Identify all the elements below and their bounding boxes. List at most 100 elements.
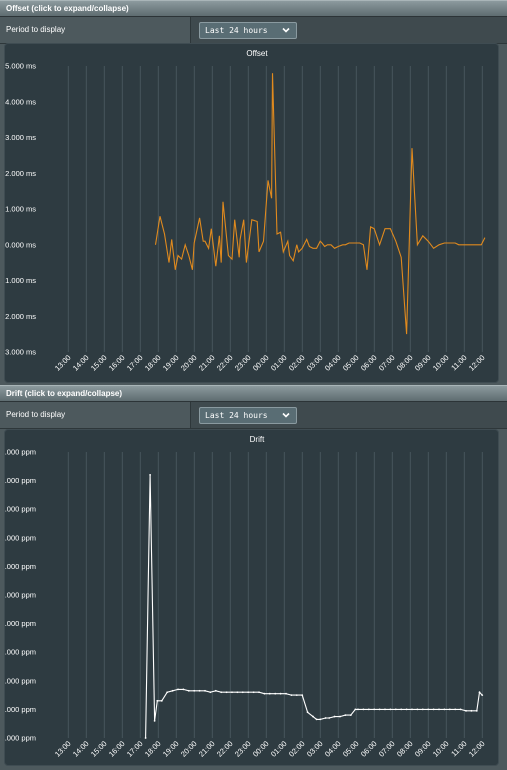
x-tick-label: 22:00 [215, 739, 235, 759]
y-tick-label: 3.000 ms [5, 133, 36, 142]
x-tick-label: 21:00 [197, 739, 217, 759]
data-point [268, 692, 271, 695]
data-point [416, 708, 419, 711]
data-point [290, 694, 293, 696]
data-point [405, 708, 408, 711]
data-point [301, 694, 304, 696]
x-tick-label: 20:00 [179, 353, 199, 373]
x-tick-label: 06:00 [359, 353, 379, 373]
data-point [225, 691, 228, 694]
data-point [478, 691, 481, 694]
y-tick-label: 9.000 ppm [5, 476, 36, 485]
offset-chart-container: Offset 13:00 14:00 15:00 16:00 17:00 18:00 19:0… [3, 43, 499, 383]
data-point [187, 689, 190, 692]
data-point [247, 691, 250, 694]
data-point [427, 708, 430, 711]
data-point [263, 692, 266, 695]
x-tick-label: 14:00 [71, 739, 91, 759]
data-point [448, 708, 451, 711]
x-tick-label: 23:00 [233, 739, 253, 759]
data-point [411, 708, 413, 711]
x-tick-label: 22:00 [215, 353, 235, 373]
x-tick-label: 02:00 [287, 739, 307, 759]
x-tick-label: 13:00 [53, 353, 73, 373]
drift-period-row: Period to display Last 24 hours [0, 402, 507, 429]
y-tick-label: 5.000 ppm [5, 591, 36, 600]
drift-period-value: Last 24 hours [205, 410, 268, 420]
data-point [465, 709, 467, 712]
data-point [362, 708, 365, 711]
x-tick-label: 05:00 [341, 353, 361, 373]
x-tick-label: 15:00 [89, 353, 109, 373]
x-tick-label: 16:00 [107, 739, 127, 759]
y-tick-label: 10.000 ppm [5, 448, 36, 457]
offset-period-label: Period to display [0, 17, 191, 43]
x-tick-label: 04:00 [323, 739, 343, 759]
y-tick-label: 1.000 ppm [5, 705, 36, 714]
data-point [279, 692, 282, 695]
offset-panel: Offset (click to expand/collapse) Period… [0, 0, 507, 44]
data-point [394, 708, 397, 711]
chevron-down-icon [282, 412, 290, 418]
y-tick-label: 4.000 ms [5, 97, 36, 106]
x-tick-label: 23:00 [233, 353, 253, 373]
y-tick-label: 4.000 ppm [5, 619, 36, 628]
data-point [349, 714, 352, 717]
x-tick-label: 12:00 [467, 739, 487, 759]
data-point [443, 708, 446, 711]
y-tick-label: 8.000 ppm [5, 505, 36, 514]
data-point [236, 691, 239, 694]
offset-period-select[interactable]: Last 24 hours [199, 21, 297, 39]
data-point [156, 699, 159, 702]
x-tick-label: 08:00 [395, 353, 415, 373]
x-tick-label: 18:00 [143, 739, 163, 759]
x-tick-label: 03:00 [305, 739, 325, 759]
data-point [295, 694, 298, 696]
y-tick-label: -2.000 ms [5, 312, 36, 321]
data-point [220, 691, 223, 694]
data-point [252, 691, 255, 694]
data-point [324, 717, 327, 719]
drift-chart: Drift 13:0014:0015:0016:0017:0018:0019:00… [0, 435, 487, 759]
offset-chart: Offset 13:0014:0015:0016:0017:0018:0019:0… [3, 49, 487, 373]
drift-chart-container: Drift 13:00 14:00 15:00 16:00 17:00 18:00 19:00… [0, 429, 499, 766]
data-point [333, 715, 336, 718]
x-tick-label: 08:00 [395, 739, 415, 759]
data-point [421, 708, 424, 711]
data-point [459, 708, 462, 711]
y-tick-label: -3.000 ms [5, 348, 36, 357]
data-point [438, 708, 440, 711]
data-point [182, 688, 185, 691]
data-point [357, 708, 359, 711]
x-tick-label: 11:00 [449, 739, 468, 758]
offset-chart-title: Offset [246, 49, 268, 58]
drift-panel-header[interactable]: Drift (click to expand/collapse) [0, 385, 507, 402]
x-tick-label: 10:00 [431, 739, 451, 759]
data-point [315, 718, 318, 721]
x-tick-label: 09:00 [413, 353, 433, 373]
data-point [166, 691, 169, 694]
x-tick-label: 14:00 [71, 353, 91, 373]
data-point [400, 708, 403, 711]
data-point [149, 473, 152, 476]
data-point [274, 692, 277, 695]
data-point [384, 708, 386, 711]
data-point [328, 717, 331, 719]
drift-period-select[interactable]: Last 24 hours [199, 406, 297, 424]
x-tick-label: 00:00 [251, 739, 271, 759]
data-point [153, 719, 156, 722]
data-point [193, 689, 196, 692]
data-point [378, 708, 381, 711]
data-point [475, 709, 478, 712]
y-tick-label: 3.000 ppm [5, 648, 36, 657]
x-tick-label: 00:00 [251, 353, 271, 373]
y-tick-label: 2.000 ms [5, 169, 36, 178]
x-tick-label: 10:00 [431, 353, 451, 373]
x-tick-label: 07:00 [377, 353, 397, 373]
y-tick-label: 7.000 ppm [5, 533, 36, 542]
offset-panel-header[interactable]: Offset (click to expand/collapse) [0, 0, 507, 17]
data-point [339, 715, 341, 718]
x-tick-label: 16:00 [107, 353, 127, 373]
data-point [198, 689, 201, 692]
x-tick-label: 11:00 [449, 353, 468, 372]
